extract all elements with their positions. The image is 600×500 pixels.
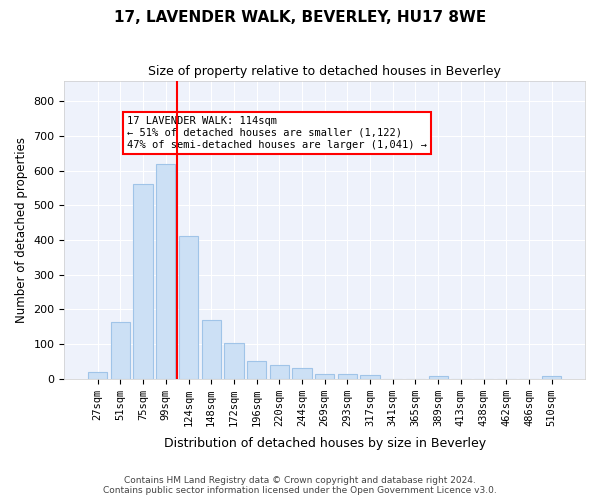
- Text: 17 LAVENDER WALK: 114sqm
← 51% of detached houses are smaller (1,122)
47% of sem: 17 LAVENDER WALK: 114sqm ← 51% of detach…: [127, 116, 427, 150]
- Bar: [179, 236, 198, 378]
- Y-axis label: Number of detached properties: Number of detached properties: [15, 136, 28, 322]
- Bar: [542, 376, 562, 378]
- Title: Size of property relative to detached houses in Beverley: Size of property relative to detached ho…: [148, 65, 501, 78]
- Bar: [361, 375, 380, 378]
- Bar: [315, 374, 334, 378]
- Bar: [202, 320, 221, 378]
- Bar: [224, 343, 244, 378]
- Bar: [338, 374, 357, 378]
- Bar: [428, 376, 448, 378]
- Text: Contains HM Land Registry data © Crown copyright and database right 2024.
Contai: Contains HM Land Registry data © Crown c…: [103, 476, 497, 495]
- Bar: [88, 372, 107, 378]
- Bar: [156, 164, 175, 378]
- Bar: [269, 366, 289, 378]
- Bar: [111, 322, 130, 378]
- Bar: [292, 368, 311, 378]
- X-axis label: Distribution of detached houses by size in Beverley: Distribution of detached houses by size …: [164, 437, 486, 450]
- Text: 17, LAVENDER WALK, BEVERLEY, HU17 8WE: 17, LAVENDER WALK, BEVERLEY, HU17 8WE: [114, 10, 486, 25]
- Bar: [247, 361, 266, 378]
- Bar: [133, 184, 153, 378]
